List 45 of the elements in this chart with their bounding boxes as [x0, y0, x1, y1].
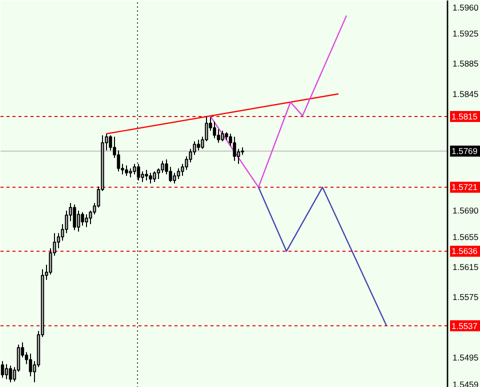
- candlestick: [8, 365, 12, 383]
- y-tick-label: 1.5845: [452, 88, 479, 99]
- candlestick: [132, 163, 136, 175]
- candlestick: [184, 156, 188, 170]
- candlestick: [176, 168, 180, 180]
- y-tick-label: 1.5925: [452, 28, 479, 39]
- y-tick-label: 1.5495: [452, 352, 479, 362]
- candlestick: [220, 130, 224, 142]
- candlestick: [140, 170, 144, 182]
- candlestick: [76, 210, 80, 232]
- candlestick: [28, 353, 32, 377]
- candlestick: [212, 121, 216, 139]
- candlestick: [116, 150, 120, 172]
- y-tick-label: 1.5960: [452, 2, 479, 12]
- candlestick: [56, 232, 60, 249]
- ref-line-label: 1.5815: [452, 111, 478, 122]
- y-tick-label: 1.5885: [452, 58, 479, 69]
- ref-line-label: 1.5721: [452, 182, 478, 192]
- y-tick-label: 1.5655: [452, 232, 479, 242]
- candlestick: [80, 212, 84, 226]
- candlestick: [124, 164, 128, 176]
- y-tick-label: 1.5615: [452, 262, 479, 272]
- line-series: [210, 14, 348, 188]
- y-tick-label: 1.5575: [452, 292, 479, 302]
- ref-line-label: 1.5769: [452, 146, 478, 156]
- candlestick: [156, 168, 160, 180]
- candlestick: [148, 172, 152, 184]
- candlestick: [160, 160, 164, 174]
- candlestick: [84, 214, 88, 228]
- candlestick: [172, 172, 176, 184]
- candlestick: [4, 364, 8, 380]
- ref-line-label: 1.5537: [452, 320, 478, 331]
- ref-line-label: 1.5636: [452, 246, 478, 256]
- y-tick-label: 1.5690: [452, 206, 479, 216]
- candlestick: [232, 136, 236, 162]
- candlestick: [72, 204, 76, 231]
- candlestick: [196, 139, 200, 151]
- candlestick: [144, 169, 148, 181]
- candlestick: [180, 163, 184, 176]
- candlestick: [128, 168, 132, 178]
- candlestick: [216, 128, 220, 144]
- candlestick: [64, 210, 68, 234]
- candlestick: [152, 170, 156, 182]
- candlestick: [0, 360, 4, 378]
- candlestick: [168, 166, 172, 182]
